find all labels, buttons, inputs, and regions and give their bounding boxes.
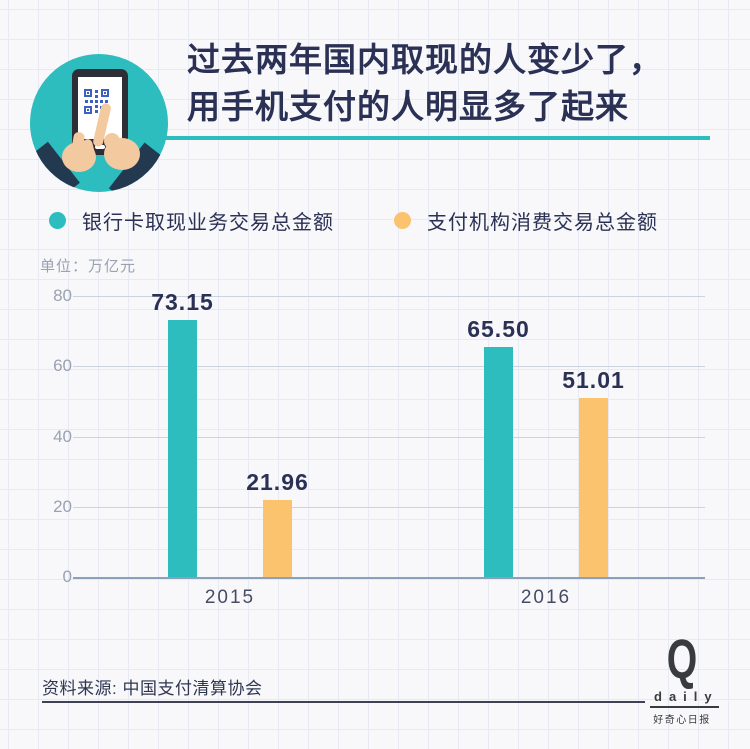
legend-label: 支付机构消费交易总金额 bbox=[427, 212, 658, 234]
bar-2015-series1 bbox=[168, 320, 197, 577]
bar-2016-series2 bbox=[579, 398, 608, 577]
y-tick-80: 80 bbox=[53, 286, 72, 305]
y-tick-0: 0 bbox=[62, 567, 72, 586]
bar-2016-series1 bbox=[484, 347, 513, 577]
legend-item-bank-withdrawal: 银行卡取现业务交易总金额 bbox=[49, 206, 334, 235]
logo-subtitle: 好奇心日报 bbox=[653, 715, 711, 726]
qdaily-logo: Q daily 好奇心日报 bbox=[650, 627, 719, 726]
left-hand bbox=[62, 132, 96, 172]
legend-label: 银行卡取现业务交易总金额 bbox=[82, 212, 334, 234]
y-tick-20: 20 bbox=[53, 497, 72, 516]
legend-dot-teal bbox=[49, 212, 66, 229]
footer-divider bbox=[42, 701, 645, 703]
right-hand bbox=[93, 103, 140, 170]
gridline-80 bbox=[73, 296, 705, 297]
x-axis-line bbox=[73, 577, 705, 579]
title-divider bbox=[100, 136, 710, 140]
legend-dot-orange bbox=[394, 212, 411, 229]
gridline-60 bbox=[73, 366, 705, 367]
gridline-40 bbox=[73, 437, 705, 438]
x-category-2015: 2015 bbox=[204, 587, 256, 608]
gridline-20 bbox=[73, 507, 705, 508]
qr-scan-hands-icon bbox=[30, 54, 168, 192]
bar-value-2016-series2: 51.01 bbox=[562, 367, 625, 393]
bar-value-2016-series1: 65.50 bbox=[467, 316, 530, 342]
x-category-2016: 2016 bbox=[520, 587, 572, 608]
data-source: 资料来源: 中国支付清算协会 bbox=[42, 679, 263, 698]
bar-2015-series2 bbox=[263, 500, 292, 577]
title-line-1: 过去两年国内取现的人变少了， bbox=[187, 41, 663, 78]
page-title: 过去两年国内取现的人变少了， 用手机支付的人明显多了起来 bbox=[187, 36, 663, 130]
y-tick-40: 40 bbox=[53, 427, 72, 446]
legend-item-mobile-payment: 支付机构消费交易总金额 bbox=[394, 206, 658, 235]
logo-q-letter: Q bbox=[666, 627, 698, 690]
unit-label: 单位：万亿元 bbox=[40, 258, 137, 275]
bar-value-2015-series2: 21.96 bbox=[246, 469, 309, 495]
bar-value-2015-series1: 73.15 bbox=[151, 289, 214, 315]
y-tick-60: 60 bbox=[53, 356, 72, 375]
title-line-2: 用手机支付的人明显多了起来 bbox=[187, 88, 629, 125]
logo-daily-word: daily bbox=[650, 689, 719, 708]
chart-legend: 银行卡取现业务交易总金额 支付机构消费交易总金额 bbox=[0, 206, 750, 235]
